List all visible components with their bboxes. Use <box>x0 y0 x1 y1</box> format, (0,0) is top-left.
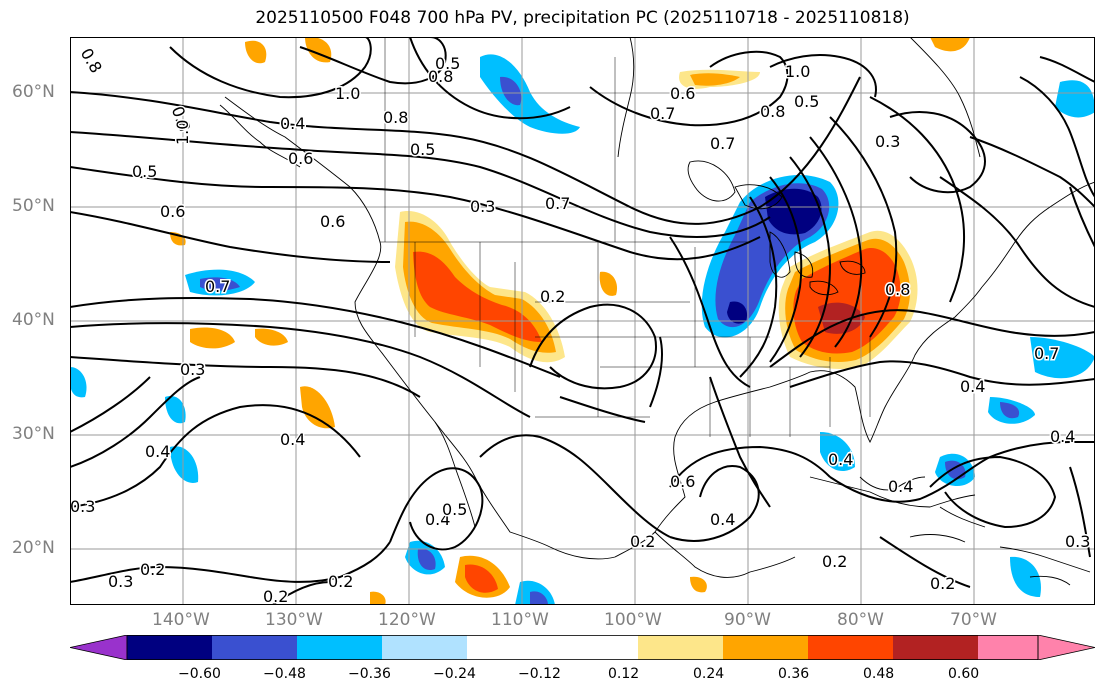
contour-label: 0.5 <box>794 92 819 111</box>
contour-label: 0.6 <box>288 149 313 168</box>
contour-label: 1.0 <box>173 120 192 145</box>
lat-tick-label: 40°N <box>12 310 55 330</box>
contour-label: 0.7 <box>545 194 570 213</box>
contour-label: 0.2 <box>540 287 565 306</box>
contour-label: 0.8 <box>760 102 785 121</box>
contour-label: 0.3 <box>875 132 900 151</box>
contour-label: 0.2 <box>630 532 655 551</box>
colorbar-tick-label: 0.36 <box>778 666 810 682</box>
lon-tick-label: 80°W <box>837 610 884 630</box>
contour-label: 0.4 <box>145 442 170 461</box>
contour-label: 0.5 <box>410 140 435 159</box>
colorbar-bin <box>467 635 638 660</box>
colorbar-tick-label: −0.24 <box>433 666 476 682</box>
chart-title: 2025110500 F048 700 hPa PV, precipitatio… <box>255 8 910 28</box>
contour-label: 0.3 <box>470 197 495 216</box>
lat-tick-label: 50°N <box>12 196 55 216</box>
colorbar-tick-label: −0.12 <box>518 666 561 682</box>
contour-label: 0.3 <box>70 497 95 516</box>
graticule <box>70 37 1095 605</box>
contour-label: 0.4 <box>960 377 985 396</box>
contour-label: 0.7 <box>205 277 230 296</box>
contour-label: 0.4 <box>828 450 853 469</box>
colorbar-bin <box>723 635 808 660</box>
contour-label: 0.6 <box>670 84 695 103</box>
contour-label: 0.7 <box>710 134 735 153</box>
contour-label: 0.3 <box>108 572 133 591</box>
contour-label: 0.2 <box>930 574 955 593</box>
contour-label: 0.4 <box>1050 427 1075 446</box>
lat-tick-label: 60°N <box>12 82 55 102</box>
lat-tick-label: 30°N <box>12 424 55 444</box>
lon-tick-label: 110°W <box>491 610 549 630</box>
contour-label: 0.5 <box>442 500 467 519</box>
contour-label: 0.2 <box>140 560 165 579</box>
contour-label: 0.4 <box>888 477 913 496</box>
colorbar-low-extend <box>70 635 128 660</box>
colorbar <box>70 635 1095 660</box>
colorbar-bin <box>212 635 297 660</box>
colorbar-bin <box>893 635 978 660</box>
contour-label: 0.4 <box>425 510 450 529</box>
contour-label: 0.2 <box>263 587 288 605</box>
lat-tick-label: 20°N <box>12 538 55 558</box>
pv-contours <box>70 37 1095 605</box>
contour-label: 0.8 <box>77 45 106 77</box>
colorbar-bin <box>297 635 382 660</box>
contour-label: 0.4 <box>710 510 735 529</box>
contour-labels: 0.8 1.0 0.8 0.5 0.7 0.6 0.8 1.0 0.8 0.5 … <box>70 43 1092 605</box>
contour-label: 1.0 <box>335 84 360 103</box>
contour-label: 0.4 <box>280 430 305 449</box>
contour-label: 0.6 <box>670 472 695 491</box>
lon-tick-label: 120°W <box>378 610 436 630</box>
contour-label: 1.0 <box>785 62 810 81</box>
contour-label: 0.8 <box>383 108 408 127</box>
colorbar-tick-label: 0.12 <box>608 666 640 682</box>
colorbar-high-extend <box>1037 635 1095 660</box>
lon-tick-label: 90°W <box>724 610 771 630</box>
precip-shading <box>70 37 1095 605</box>
lon-tick-label: 130°W <box>265 610 323 630</box>
colorbar-bin <box>382 635 467 660</box>
colorbar-tick-label: −0.36 <box>348 666 391 682</box>
colorbar-tick-label: 0.60 <box>948 666 980 682</box>
contour-label: 0.7 <box>650 104 675 123</box>
colorbar-bin <box>978 635 1038 660</box>
contour-label: 0.3 <box>1065 532 1090 551</box>
colorbar-tick-label: −0.48 <box>263 666 306 682</box>
contour-label: 0.5 <box>435 54 460 73</box>
lon-tick-label: 70°W <box>950 610 997 630</box>
contour-label: 0.4 <box>280 114 305 133</box>
lon-tick-label: 100°W <box>604 610 662 630</box>
contour-label: 0.6 <box>320 212 345 231</box>
map-panel: 0.8 1.0 0.8 0.5 0.7 0.6 0.8 1.0 0.8 0.5 … <box>70 37 1095 605</box>
colorbar-bin <box>638 635 723 660</box>
contour-label: 0.3 <box>180 360 205 379</box>
colorbar-tick-label: −0.60 <box>178 666 221 682</box>
lon-tick-label: 140°W <box>152 610 210 630</box>
colorbar-tick-label: 0.24 <box>693 666 725 682</box>
colorbar-tick-label: 0.48 <box>863 666 895 682</box>
contour-label: 0.8 <box>428 67 453 86</box>
contour-label: 0.2 <box>328 572 353 591</box>
contour-label: 0.8 <box>885 280 910 299</box>
colorbar-bin <box>808 635 893 660</box>
contour-label: 0.7 <box>1034 344 1059 363</box>
colorbar-bin <box>127 635 212 660</box>
contour-label: 0.2 <box>822 552 847 571</box>
contour-label: 0.6 <box>160 202 185 221</box>
contour-label: 0.5 <box>132 162 157 181</box>
contour-label: 0.8 <box>760 102 785 121</box>
